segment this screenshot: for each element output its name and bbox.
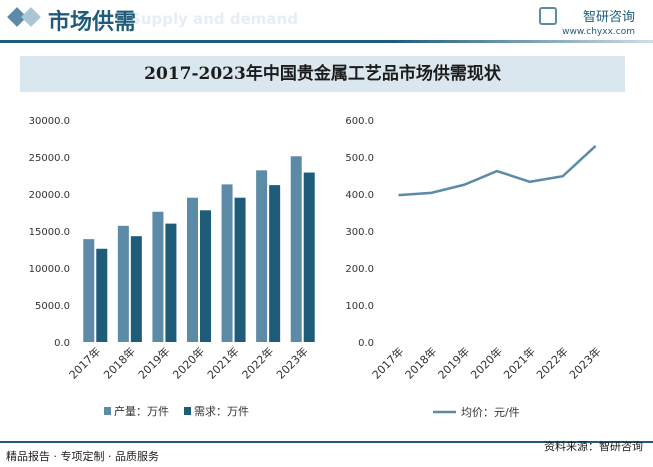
bar-demand xyxy=(96,248,108,342)
chart-title-bar: 2017-2023年中国贵金属工艺品市场供需现状 xyxy=(20,56,625,92)
y-tick-label: 25000.0 xyxy=(29,153,70,164)
footer-tagline: 精品报告 · 专项定制 · 品质服务 xyxy=(6,450,159,463)
legend-swatch xyxy=(104,407,111,415)
bar-demand xyxy=(130,236,142,342)
bar-demand xyxy=(165,223,177,342)
chart-title: 2017-2023年中国贵金属工艺品市场供需现状 xyxy=(144,64,501,84)
price-line xyxy=(398,144,597,197)
x-tick-label: 2017年 xyxy=(369,344,406,381)
y-tick-label: 100.0 xyxy=(345,301,374,312)
bar-production xyxy=(290,156,302,342)
x-tick-label: 2022年 xyxy=(533,344,570,381)
x-tick-label: 2019年 xyxy=(135,344,172,381)
legend-demand: 需求：万件 xyxy=(194,405,249,418)
bar-demand xyxy=(269,185,281,342)
x-tick-label: 2021年 xyxy=(501,344,538,381)
bar-demand xyxy=(200,210,211,342)
x-tick-label: 2019年 xyxy=(435,344,472,381)
y-tick-label: 200.0 xyxy=(345,264,374,275)
y-tick-label: 20000.0 xyxy=(29,190,70,201)
y-tick-label: 0.0 xyxy=(54,338,70,349)
x-tick-label: 2021年 xyxy=(204,344,241,381)
y-tick-label: 30000.0 xyxy=(29,116,70,127)
y-tick-label: 10000.0 xyxy=(29,264,70,275)
header-ghost-text: Supply and demand xyxy=(130,10,298,28)
y-tick-label: 500.0 xyxy=(345,153,374,164)
header: Supply and demand 市场供需 智研咨询 www.chyxx.co… xyxy=(0,0,653,44)
bar-demand xyxy=(234,197,246,342)
section-title: 市场供需 xyxy=(48,10,137,35)
y-tick-label: 600.0 xyxy=(345,116,374,127)
brand: 智研咨询 www.chyxx.com xyxy=(562,6,635,37)
x-tick-label: 2023年 xyxy=(273,344,310,381)
brand-name: 智研咨询 xyxy=(582,10,635,25)
x-tick-label: 2018年 xyxy=(402,344,439,381)
footer-divider xyxy=(0,441,653,443)
bar-production xyxy=(83,239,95,342)
bar-production xyxy=(256,170,268,342)
brand-logo-icon xyxy=(539,7,557,25)
brand-url: www.chyxx.com xyxy=(562,27,635,37)
y-tick-label: 0.0 xyxy=(358,338,374,349)
y-tick-label: 400.0 xyxy=(345,190,374,201)
bar-production xyxy=(221,184,233,342)
header-divider xyxy=(0,40,653,43)
x-tick-label: 2020年 xyxy=(170,344,207,381)
bar-demand xyxy=(303,172,315,342)
x-tick-label: 2020年 xyxy=(468,344,505,381)
legend-production: 产量：万件 xyxy=(114,404,169,418)
bar-production xyxy=(187,197,198,342)
bar-production xyxy=(117,225,129,342)
y-tick-label: 300.0 xyxy=(345,227,374,238)
x-tick-label: 2023年 xyxy=(566,344,603,381)
legend-swatch xyxy=(184,407,191,415)
legend-price: 均价：元/件 xyxy=(461,406,520,419)
x-tick-label: 2018年 xyxy=(101,344,138,381)
y-tick-label: 15000.0 xyxy=(29,227,70,238)
bar-production xyxy=(152,211,164,342)
footer-source: 资料来源：智研咨询 xyxy=(544,440,643,453)
y-tick-label: 5000.0 xyxy=(35,301,70,312)
x-tick-label: 2022年 xyxy=(239,344,276,381)
x-tick-label: 2017年 xyxy=(66,344,103,381)
